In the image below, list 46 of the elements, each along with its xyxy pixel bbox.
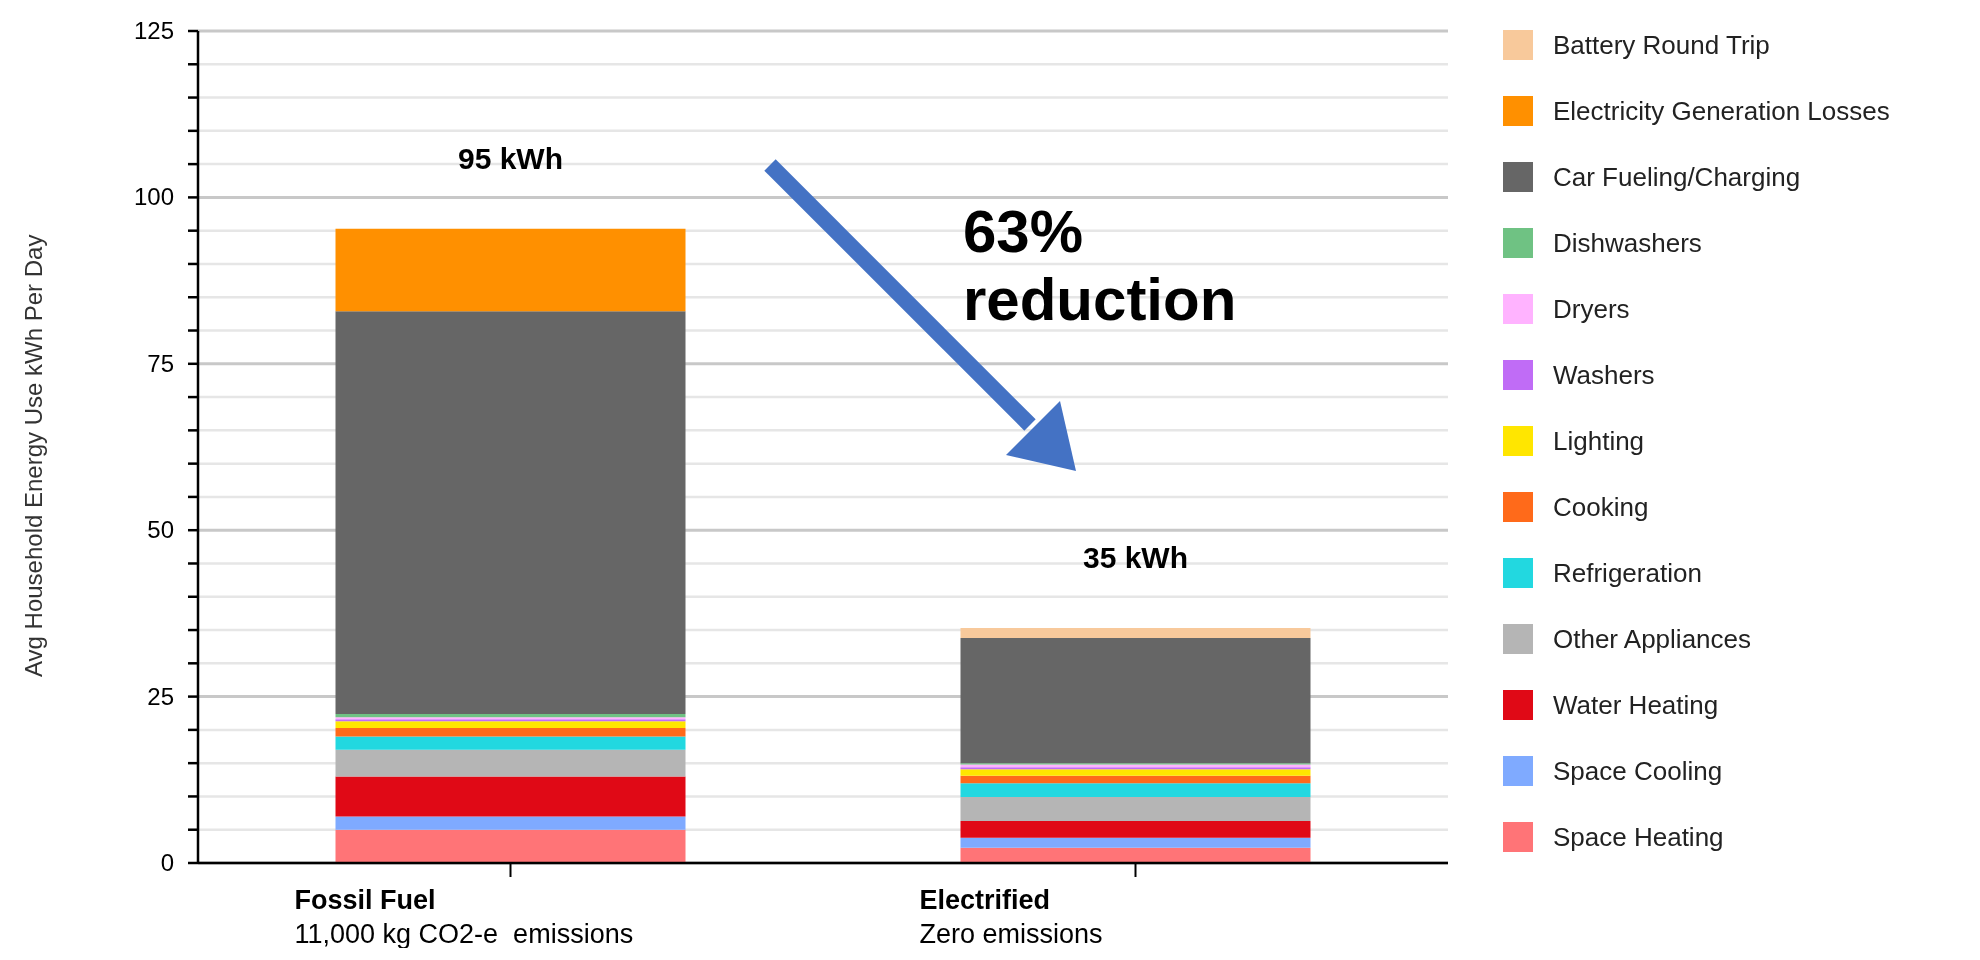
bar <box>960 628 1311 639</box>
bar <box>335 311 686 714</box>
bar <box>960 821 1311 838</box>
bar <box>960 775 1311 784</box>
bar <box>960 797 1311 822</box>
legend-label: Water Heating <box>1553 689 1719 721</box>
y-tick-label: 50 <box>147 516 174 544</box>
legend-label: Space Heating <box>1553 821 1724 853</box>
legend-label: Battery Round Trip <box>1553 29 1770 61</box>
y-tick-label: 25 <box>147 682 174 710</box>
bar <box>335 829 686 863</box>
annotation: 35 kWh <box>1082 541 1189 575</box>
bar <box>960 638 1311 764</box>
y-axis-title: Avg Household Energy Use kWh Per Day <box>19 234 47 677</box>
legend-label: Space Cooling <box>1553 755 1723 787</box>
text: 11,000 kg CO2-e emissions <box>294 919 634 949</box>
annotation: 95 kWh <box>457 141 564 175</box>
bar <box>335 816 686 830</box>
legend-label: Lighting <box>1553 425 1645 457</box>
legend-label: Refrigeration <box>1553 557 1702 589</box>
bar <box>960 837 1311 848</box>
bar <box>960 783 1311 798</box>
x-tick-label: Electrified <box>919 885 1051 915</box>
bar <box>335 776 686 817</box>
bar <box>335 749 686 777</box>
legend-label: Other Appliances <box>1553 623 1752 655</box>
y-tick-label: 125 <box>133 17 174 44</box>
bar <box>960 847 1311 863</box>
legend-label: Washers <box>1553 359 1655 391</box>
legend-label: Dryers <box>1553 293 1630 325</box>
bar <box>335 736 686 750</box>
legend-label: Car Fueling/Charging <box>1553 161 1801 193</box>
y-tick-label: 75 <box>147 349 174 377</box>
bar <box>960 769 1311 776</box>
y-tick-label: 100 <box>133 183 174 211</box>
y-tick-label: 0 <box>160 849 174 876</box>
bar <box>335 228 686 312</box>
legend-label: Electricity Generation Losses <box>1553 95 1890 127</box>
bar <box>335 727 686 737</box>
annotation: 63% reduction <box>963 198 1238 334</box>
bar <box>335 713 686 718</box>
bar <box>335 721 686 728</box>
legend-label: Dishwashers <box>1553 227 1702 259</box>
text: Zero emissions <box>919 919 1103 949</box>
x-tick-label: Fossil Fuel <box>294 885 436 915</box>
legend-label: Cooking <box>1553 491 1649 523</box>
